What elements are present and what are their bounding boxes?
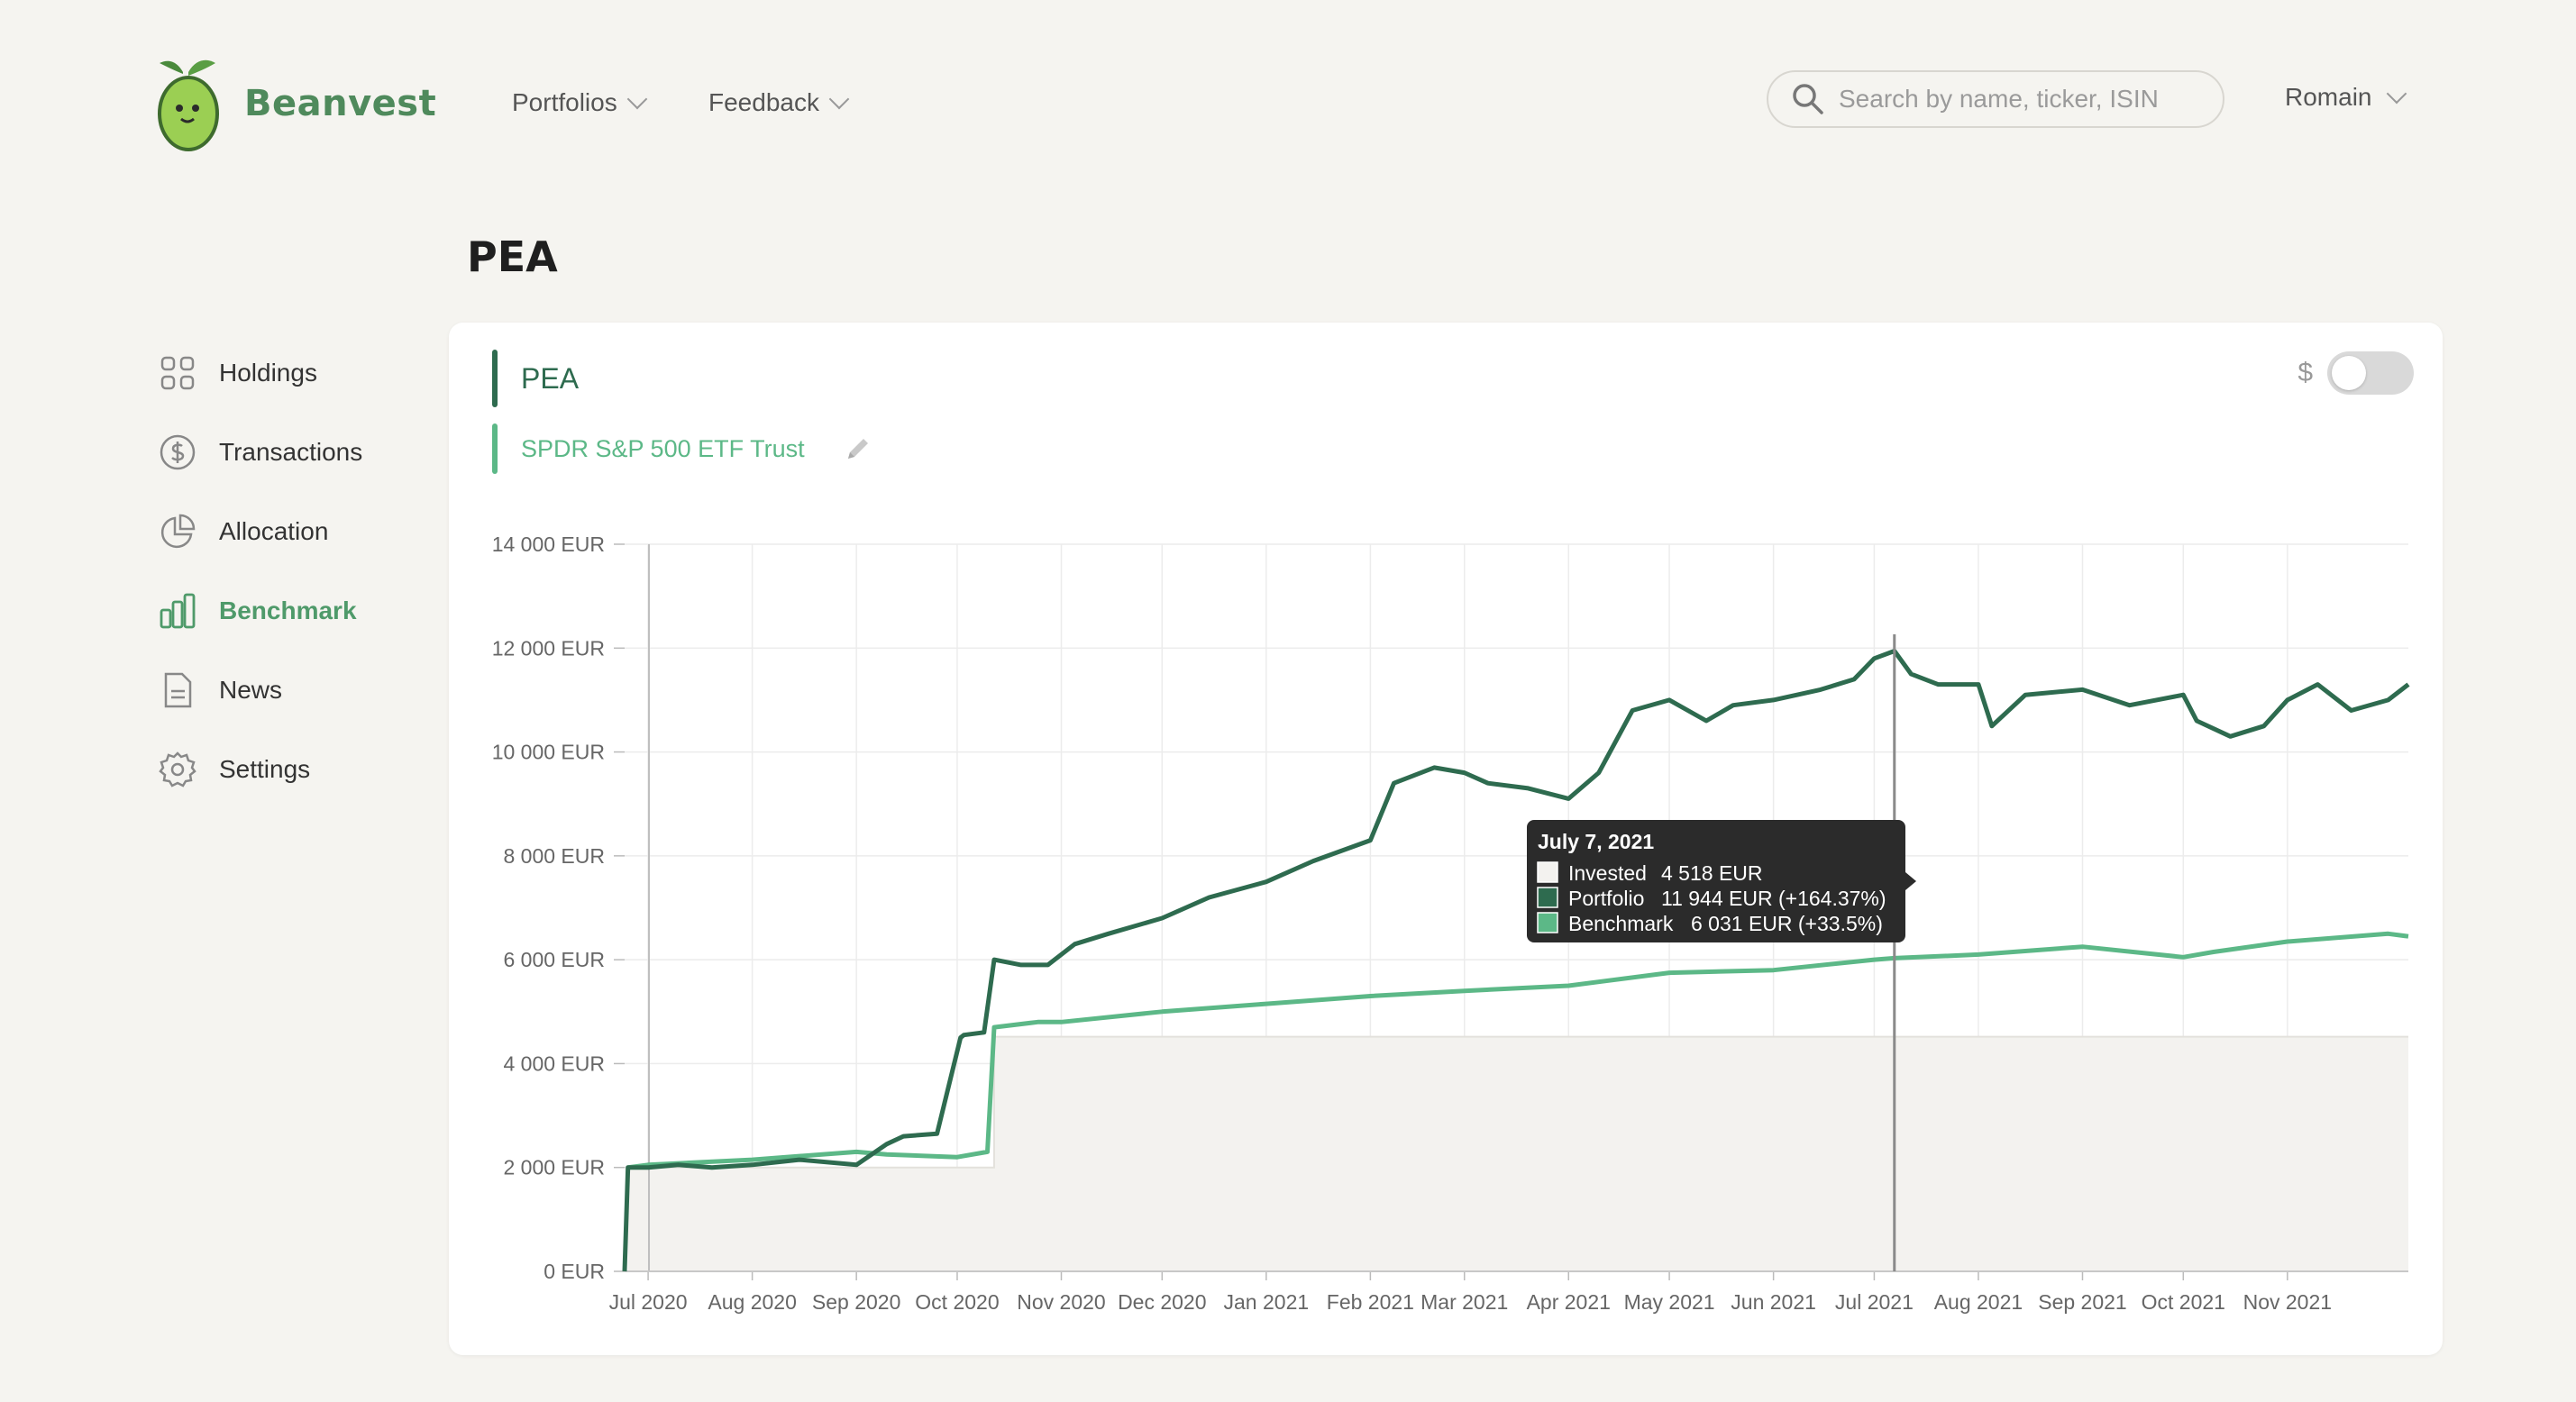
grid-icon	[158, 353, 197, 393]
brand-logo[interactable]: Beanvest	[149, 54, 436, 153]
pie-chart-icon	[158, 512, 197, 551]
search-box[interactable]	[1767, 70, 2224, 128]
nav-feedback[interactable]: Feedback	[708, 88, 850, 117]
sidebar-item-label: News	[219, 676, 283, 704]
bean-logo-icon	[158, 59, 219, 151]
legend-portfolio[interactable]: PEA	[492, 350, 579, 407]
currency-symbol: $	[2297, 358, 2313, 387]
chevron-down-icon	[2387, 83, 2407, 105]
sidebar-item-label: Benchmark	[219, 596, 357, 624]
document-icon	[158, 670, 197, 710]
nav-feedback-label: Feedback	[708, 88, 819, 116]
chevron-down-icon	[626, 88, 648, 110]
bar-chart-icon	[158, 591, 197, 631]
currency-toggle[interactable]	[2327, 351, 2414, 395]
legend-portfolio-label: PEA	[521, 361, 580, 395]
sidebar-item-holdings[interactable]: Holdings	[158, 333, 362, 413]
sidebar-item-transactions[interactable]: Transactions	[158, 413, 362, 492]
legend-benchmark[interactable]: SPDR S&P 500 ETF Trust	[492, 423, 873, 474]
legend-benchmark-label: SPDR S&P 500 ETF Trust	[521, 434, 805, 462]
user-name: Romain	[2285, 83, 2372, 111]
sidebar: Holdings Transactions Allocation	[158, 333, 362, 809]
sidebar-item-label: Settings	[219, 755, 311, 783]
sidebar-item-label: Holdings	[219, 359, 317, 387]
page-title: PEA	[467, 232, 558, 281]
brand-name: Beanvest	[244, 83, 437, 124]
sidebar-item-benchmark[interactable]: Benchmark	[158, 571, 362, 651]
sidebar-item-settings[interactable]: Settings	[158, 730, 362, 809]
search-icon	[1793, 84, 1823, 114]
dollar-circle-icon	[158, 432, 197, 472]
benchmark-card: PEA SPDR S&P 500 ETF Trust $	[449, 323, 2443, 1355]
sidebar-item-label: Allocation	[219, 517, 329, 545]
currency-toggle-wrap: $	[2297, 351, 2414, 395]
top-bar: Beanvest Portfolios Feedback Romain	[0, 0, 2576, 216]
nav-portfolios[interactable]: Portfolios	[512, 88, 648, 117]
legend-swatch	[492, 423, 498, 474]
user-menu[interactable]: Romain	[2285, 83, 2407, 112]
legend-swatch	[492, 350, 498, 407]
pencil-icon[interactable]	[843, 433, 873, 464]
sidebar-item-label: Transactions	[219, 438, 363, 466]
sidebar-item-news[interactable]: News	[158, 651, 362, 730]
nav-portfolios-label: Portfolios	[512, 88, 617, 116]
search-input[interactable]	[1837, 84, 2201, 114]
sidebar-item-allocation[interactable]: Allocation	[158, 492, 362, 571]
toggle-knob	[2332, 356, 2366, 390]
gear-icon	[158, 750, 197, 789]
chevron-down-icon	[828, 88, 850, 110]
